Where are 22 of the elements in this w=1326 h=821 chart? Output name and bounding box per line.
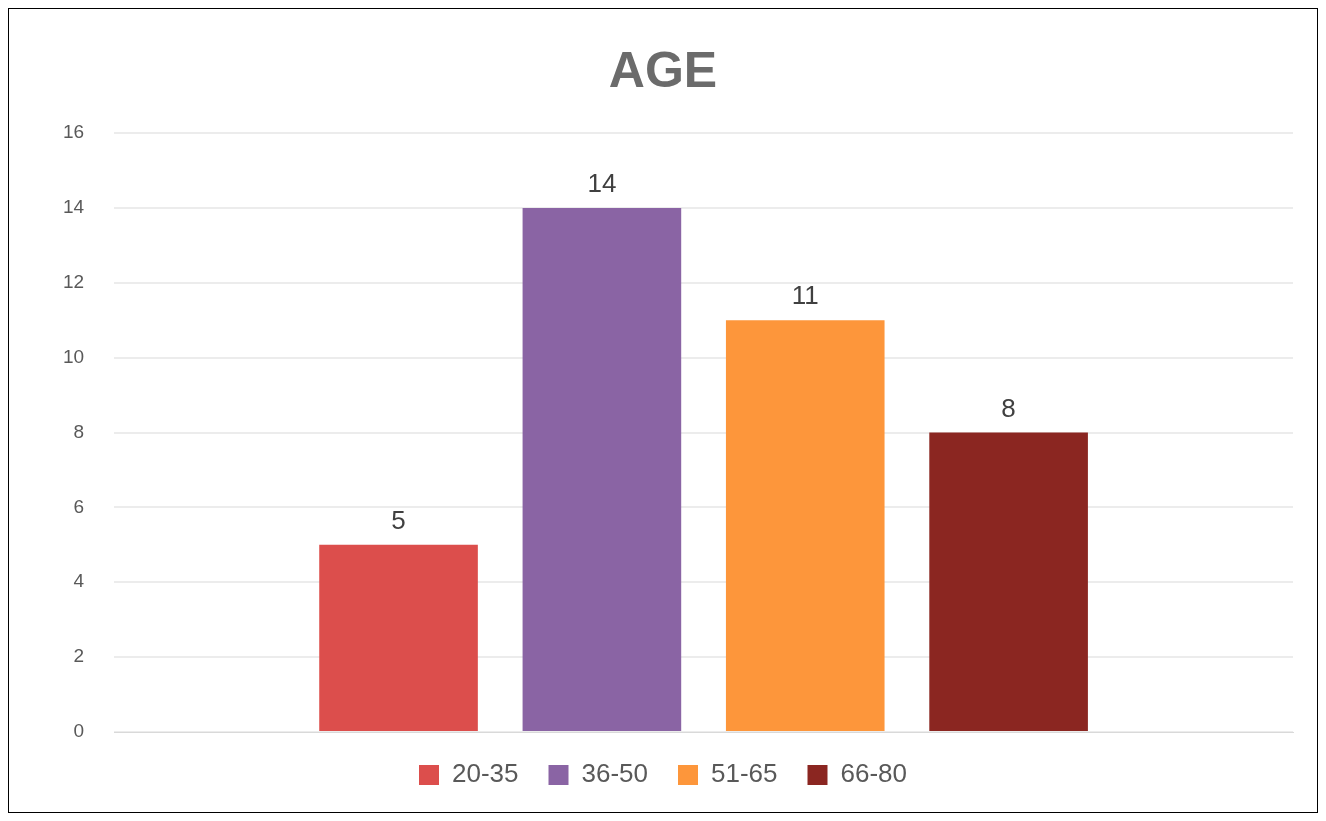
y-tick-label: 2 (73, 645, 85, 667)
legend-label: 66-80 (840, 758, 907, 789)
bar (319, 544, 478, 731)
data-label: 8 (1001, 392, 1016, 423)
y-tick-label: 4 (73, 570, 85, 592)
y-tick-label: 14 (62, 196, 85, 218)
data-label: 11 (791, 280, 819, 311)
bar (929, 432, 1088, 731)
y-tick-label: 6 (73, 495, 85, 517)
chart-title: AGE (608, 41, 718, 98)
legend-label: 20-35 (452, 758, 519, 789)
legend-label: 51-65 (711, 758, 778, 789)
y-tick-label: 16 (62, 121, 85, 143)
y-tick-label: 10 (62, 345, 85, 367)
bar (725, 320, 885, 731)
y-tick-label: 8 (73, 420, 85, 442)
data-label: 5 (391, 504, 406, 535)
y-tick-label: 0 (73, 720, 85, 742)
legend-label: 36-50 (581, 758, 648, 789)
bar (522, 207, 682, 731)
y-tick-label: 12 (62, 270, 85, 292)
data-label: 14 (587, 168, 617, 199)
